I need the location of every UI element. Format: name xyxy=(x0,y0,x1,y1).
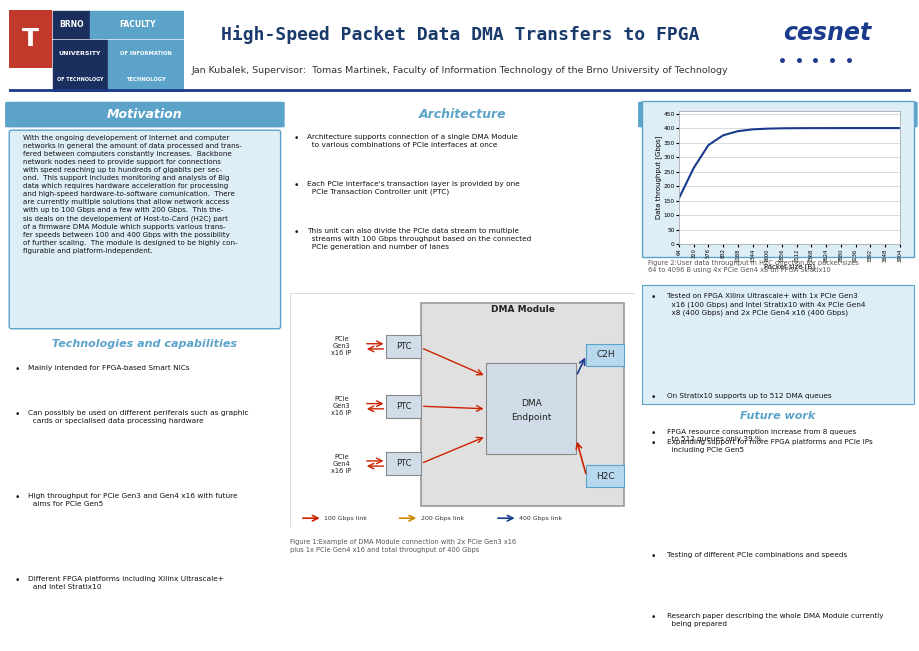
Text: PTC: PTC xyxy=(395,342,411,351)
Text: On Stratix10 supports up to 512 DMA queues: On Stratix10 supports up to 512 DMA queu… xyxy=(666,393,830,399)
Bar xyxy=(9,10,51,68)
Text: •: • xyxy=(650,393,655,402)
Text: Architecture supports connection of a single DMA Module
  to various combination: Architecture supports connection of a si… xyxy=(307,134,517,148)
Text: •: • xyxy=(15,365,20,374)
Text: C2H: C2H xyxy=(596,350,614,359)
FancyBboxPatch shape xyxy=(641,285,913,404)
Text: TECHNOLOGY: TECHNOLOGY xyxy=(126,77,165,82)
Text: PCIe
Gen3
x16 IP: PCIe Gen3 x16 IP xyxy=(331,396,351,416)
Text: 100 Gbps link: 100 Gbps link xyxy=(324,516,367,521)
Text: DMA: DMA xyxy=(520,399,541,408)
Text: FPGA resource consumption increase from 8 queues
  to 512 queues only 39 %: FPGA resource consumption increase from … xyxy=(666,428,855,442)
Text: Architecture: Architecture xyxy=(418,108,505,121)
Text: Technologies and capabilities: Technologies and capabilities xyxy=(52,339,237,349)
FancyBboxPatch shape xyxy=(6,102,284,128)
Bar xyxy=(53,11,89,38)
Text: •: • xyxy=(293,181,299,190)
Text: Figure 2:User data throughput in H2C direction for packet sizes
64 to 4096 B usi: Figure 2:User data throughput in H2C dir… xyxy=(647,260,857,273)
FancyBboxPatch shape xyxy=(421,303,624,506)
Text: Each PCIe interface's transaction layer is provided by one
  PCIe Transaction Co: Each PCIe interface's transaction layer … xyxy=(307,181,519,195)
Text: cesnet: cesnet xyxy=(782,21,870,45)
Text: Different FPGA platforms including Xilinx Ultrascale+
  and Intel Stratix10: Different FPGA platforms including Xilin… xyxy=(28,576,224,590)
Text: Testing of different PCIe combinations and speeds: Testing of different PCIe combinations a… xyxy=(666,552,845,558)
X-axis label: Packet size [B]: Packet size [B] xyxy=(763,263,814,270)
Text: •: • xyxy=(15,410,20,419)
Text: Tested on FPGA Xilinx Ultrascale+ with 1x PCIe Gen3
  x16 (100 Gbps) and Intel S: Tested on FPGA Xilinx Ultrascale+ with 1… xyxy=(666,294,864,316)
Bar xyxy=(108,66,184,92)
Text: •: • xyxy=(293,297,299,306)
Text: With the ongoing developement of Internet and computer
networks in general the a: With the ongoing developement of Interne… xyxy=(23,135,242,254)
Text: T: T xyxy=(22,27,39,51)
Text: OF TECHNOLOGY: OF TECHNOLOGY xyxy=(57,77,103,82)
Text: •: • xyxy=(15,576,20,585)
Text: OF INFORMATION: OF INFORMATION xyxy=(119,51,172,56)
FancyBboxPatch shape xyxy=(386,395,421,418)
Text: Endpoint: Endpoint xyxy=(511,413,550,422)
Text: Motivation: Motivation xyxy=(107,108,183,121)
FancyBboxPatch shape xyxy=(9,130,280,329)
Text: UNIVERSITY: UNIVERSITY xyxy=(59,51,101,56)
Text: The DMA Module itself is divided to DMA Endpoints, each
  processing data with 1: The DMA Module itself is divided to DMA … xyxy=(307,297,516,311)
Text: •: • xyxy=(650,613,655,622)
Bar xyxy=(53,66,107,92)
Text: 200 Gbps link: 200 Gbps link xyxy=(421,516,463,521)
Text: This unit can also divide the PCIe data stream to multiple
  streams with 100 Gb: This unit can also divide the PCIe data … xyxy=(307,229,531,250)
Text: Future work: Future work xyxy=(740,411,814,421)
Text: DMA Endpoint is directly connected to one of the PTC units: DMA Endpoint is directly connected to on… xyxy=(307,344,523,350)
FancyBboxPatch shape xyxy=(641,101,913,257)
Text: •: • xyxy=(293,370,299,378)
Text: BRNO: BRNO xyxy=(59,20,84,29)
Text: FACULTY: FACULTY xyxy=(119,20,155,29)
Text: Jan Kubalek, Supervisor:  Tomas Martinek, Faculty of Information Technology of t: Jan Kubalek, Supervisor: Tomas Martinek,… xyxy=(191,66,728,75)
Text: Figure 1:Example of DMA Module connection with 2x PCIe Gen3 x16
plus 1x PCIe Gen: Figure 1:Example of DMA Module connectio… xyxy=(289,539,516,553)
Text: •: • xyxy=(15,493,20,502)
Text: DMA Module: DMA Module xyxy=(490,305,554,314)
FancyBboxPatch shape xyxy=(486,363,575,454)
FancyBboxPatch shape xyxy=(386,452,421,475)
FancyBboxPatch shape xyxy=(586,465,624,487)
Text: •: • xyxy=(293,344,299,353)
Bar xyxy=(53,40,107,67)
Text: •: • xyxy=(650,294,655,303)
Text: Research paper describing the whole DMA Module currently
  being prepared: Research paper describing the whole DMA … xyxy=(666,613,882,626)
FancyBboxPatch shape xyxy=(638,102,916,128)
Text: 400 Gbps link: 400 Gbps link xyxy=(518,516,562,521)
Text: Mainly intended for FPGA-based Smart NICs: Mainly intended for FPGA-based Smart NIC… xyxy=(28,365,189,371)
Text: High throughput for PCIe Gen3 and Gen4 x16 with future
  aims for PCIe Gen5: High throughput for PCIe Gen3 and Gen4 x… xyxy=(28,493,237,507)
Text: Expanding support for more FPGA platforms and PCIe IPs
  including PCIe Gen5: Expanding support for more FPGA platform… xyxy=(666,439,871,452)
Text: •: • xyxy=(650,552,655,561)
Bar xyxy=(90,11,184,38)
Text: •: • xyxy=(293,229,299,237)
Text: •: • xyxy=(650,439,655,448)
Text: High-Speed Packet Data DMA Transfers to FPGA: High-Speed Packet Data DMA Transfers to … xyxy=(221,25,698,44)
Text: •: • xyxy=(650,428,655,437)
Text: PCIe
Gen3
x16 IP: PCIe Gen3 x16 IP xyxy=(331,337,351,356)
Text: •: • xyxy=(293,134,299,143)
Text: Can possibly be used on different periferals such as graphic
  cards or speciali: Can possibly be used on different perife… xyxy=(28,410,248,424)
Text: PCIe
Gen4
x16 IP: PCIe Gen4 x16 IP xyxy=(331,454,351,473)
Text: On the other side, data streams from all DMA Endpoints are
  merged to one while: On the other side, data streams from all… xyxy=(307,370,542,383)
Text: Testing and measurement: Testing and measurement xyxy=(686,108,868,121)
Text: H2C: H2C xyxy=(596,471,614,480)
Text: PTC: PTC xyxy=(395,402,411,411)
FancyBboxPatch shape xyxy=(386,335,421,358)
FancyBboxPatch shape xyxy=(586,344,624,366)
Bar xyxy=(108,40,184,67)
Text: PTC: PTC xyxy=(395,459,411,468)
Y-axis label: Data throughput [Gbps]: Data throughput [Gbps] xyxy=(654,135,662,219)
